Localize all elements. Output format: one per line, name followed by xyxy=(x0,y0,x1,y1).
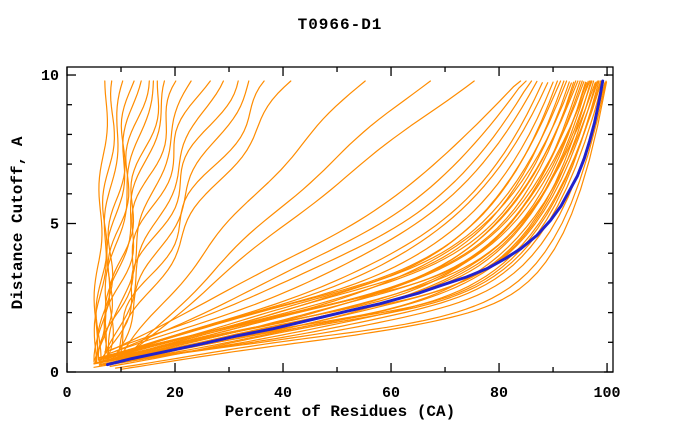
model-curve xyxy=(112,80,250,360)
model-curve xyxy=(109,80,565,358)
x-tick-label: 60 xyxy=(382,385,400,402)
x-tick-label: 0 xyxy=(62,385,71,402)
model-curve xyxy=(114,80,527,352)
plot-frame xyxy=(66,66,614,373)
model-curve xyxy=(117,80,475,364)
x-axis-label: Percent of Residues (CA) xyxy=(225,403,455,421)
model-curve xyxy=(104,80,562,360)
y-axis-label: Distance Cutoff, A xyxy=(9,136,27,309)
model-curve xyxy=(109,81,554,358)
model-curve xyxy=(107,80,192,361)
model-curve xyxy=(96,80,135,364)
model-curve xyxy=(114,80,607,369)
model-curve xyxy=(118,80,366,361)
x-tick-label: 80 xyxy=(490,385,508,402)
model-curve xyxy=(102,80,224,360)
highlighted-model-curve xyxy=(106,79,605,367)
model-curve xyxy=(109,80,600,367)
model-curve xyxy=(117,80,292,360)
model-curve xyxy=(93,80,124,363)
chart-title: T0966-D1 xyxy=(298,16,383,34)
x-tick-label: 40 xyxy=(274,385,292,402)
model-curves-layer xyxy=(93,79,608,370)
model-curve xyxy=(98,80,602,365)
model-curve xyxy=(98,80,568,359)
y-tick-label: 10 xyxy=(41,68,59,85)
model-curve xyxy=(103,80,177,363)
model-curve xyxy=(109,80,538,354)
x-tick-label: 100 xyxy=(594,385,621,402)
model-curve xyxy=(105,80,160,363)
model-curve xyxy=(104,80,583,362)
model-curve xyxy=(99,80,239,361)
axes-layer: 0 20 40 60 80 100 0 5 10 xyxy=(41,66,621,402)
model-curve xyxy=(104,80,533,353)
x-tick-label: 20 xyxy=(166,385,184,402)
y-tick-label: 5 xyxy=(50,217,59,234)
model-curve xyxy=(122,80,431,363)
model-curve xyxy=(120,81,608,370)
model-curve xyxy=(118,80,265,358)
model-curve xyxy=(109,80,522,352)
y-tick-label: 0 xyxy=(50,365,59,382)
model-curve xyxy=(97,80,211,361)
model-curve xyxy=(114,82,543,356)
